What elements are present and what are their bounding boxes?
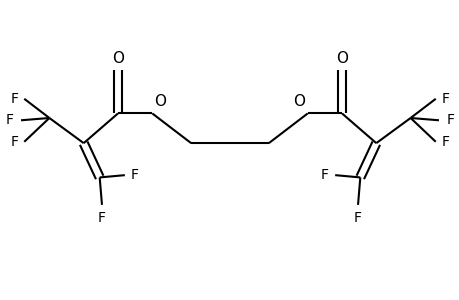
Text: F: F: [131, 168, 139, 182]
Text: F: F: [10, 92, 18, 106]
Text: O: O: [154, 94, 166, 110]
Text: F: F: [441, 135, 449, 149]
Text: F: F: [441, 92, 449, 106]
Text: O: O: [112, 51, 124, 66]
Text: O: O: [335, 51, 347, 66]
Text: F: F: [98, 211, 106, 225]
Text: F: F: [353, 211, 361, 225]
Text: O: O: [293, 94, 305, 110]
Text: F: F: [6, 113, 14, 127]
Text: F: F: [445, 113, 453, 127]
Text: F: F: [320, 168, 328, 182]
Text: F: F: [10, 135, 18, 149]
